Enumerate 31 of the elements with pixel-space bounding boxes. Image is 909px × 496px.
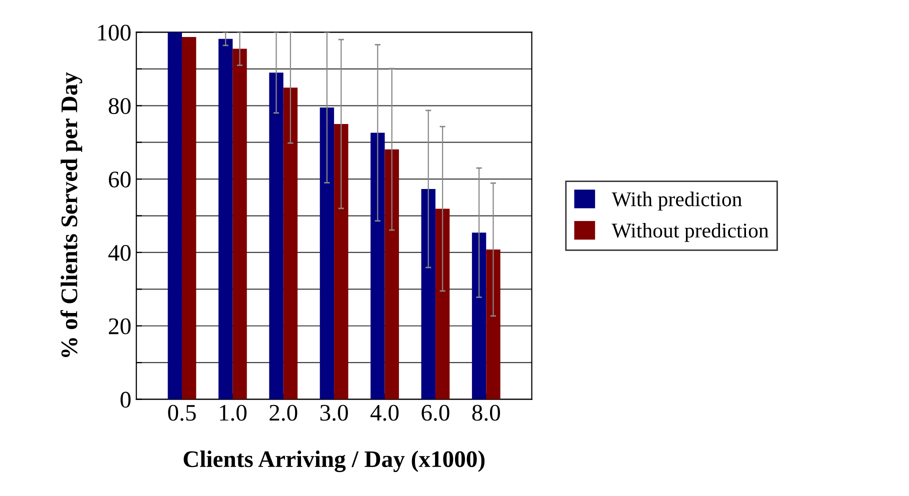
bar <box>472 232 486 400</box>
bar <box>421 188 436 400</box>
x-tick-label: 0.5 <box>168 404 196 421</box>
bar <box>218 38 233 400</box>
bar <box>435 208 450 400</box>
x-axis-title: Clients Arriving / Day (x1000) <box>184 450 485 472</box>
bar <box>232 48 247 400</box>
x-tick-label: 4.0 <box>370 404 399 421</box>
bar <box>370 132 385 400</box>
x-tick-label: 3.0 <box>320 404 348 421</box>
x-tick-label: 8.0 <box>472 404 500 421</box>
x-tick-label: 6.0 <box>422 404 450 421</box>
y-tick-label: 40 <box>108 244 131 261</box>
legend-label: Without prediction <box>612 222 769 242</box>
bar <box>320 107 334 400</box>
y-tick-label: 0 <box>120 392 131 408</box>
bar <box>269 72 284 400</box>
bar <box>182 37 196 400</box>
bar <box>334 124 348 400</box>
y-tick-label: 80 <box>108 98 131 114</box>
bar <box>283 88 298 400</box>
bar <box>486 250 500 400</box>
x-tick-label: 2.0 <box>270 404 298 421</box>
bar <box>168 32 182 400</box>
y-axis-title: % of Clients Served per Day <box>60 72 82 358</box>
bar <box>384 149 399 400</box>
y-tick-label: 60 <box>108 172 131 188</box>
y-tick-label: 100 <box>98 24 131 41</box>
y-tick-label: 20 <box>108 318 131 334</box>
legend-label: With prediction <box>612 192 742 211</box>
x-tick-label: 1.0 <box>220 404 247 421</box>
